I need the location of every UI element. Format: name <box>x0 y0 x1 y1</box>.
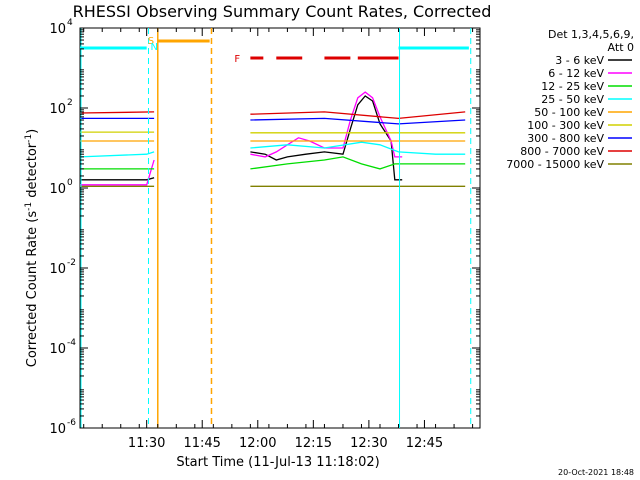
x-tick-label: 11:45 <box>183 436 220 451</box>
y-axis-label-suffix: ) <box>25 129 40 134</box>
y-axis-label-prefix: Corrected Count Rate (s <box>25 211 40 368</box>
annotation-layer: SN F <box>80 28 472 428</box>
legend-entry-2: 6 - 12 keV <box>548 67 604 80</box>
series-line-2 <box>80 91 403 186</box>
y-tick-label: 10 <box>49 22 66 37</box>
timestamp: 20-Oct-2021 18:48 <box>558 468 634 477</box>
y-axis-label-exp-2: -1 <box>24 134 34 143</box>
series-line-7 <box>80 117 466 125</box>
legend-entry-7: 300 - 800 keV <box>527 132 604 145</box>
y-tick-exp: 4 <box>67 18 73 28</box>
x-tick-label: 12:30 <box>350 436 387 451</box>
y-axis-label: Corrected Count Rate (s-1 detector-1) <box>24 129 40 367</box>
x-ticks: 11:30 11:45 12:00 12:15 12:30 12:45 <box>83 28 474 451</box>
series-line-8 <box>79 111 466 120</box>
legend-entry-9: 7000 - 15000 keV <box>506 158 604 171</box>
y-axis-label-exp-1: -1 <box>24 202 34 211</box>
y-axis-label-mid: detector <box>25 142 40 202</box>
y-tick-exp: -4 <box>67 338 76 348</box>
series-line-4 <box>79 141 466 158</box>
y-tick-label: 10 <box>49 182 66 197</box>
flag-f: F <box>234 54 240 65</box>
y-tick-exp: 0 <box>67 178 73 188</box>
svg-text:Corrected Count Rate (s-1 dete: Corrected Count Rate (s-1 detector-1) <box>24 129 40 367</box>
flag-n: N <box>151 42 158 53</box>
legend-header-1: Det 1,3,4,5,6,9, <box>548 28 634 41</box>
plot-area: SNF 11:30 11:45 12:00 12:15 12:30 12:45 10 -61… <box>49 18 481 451</box>
x-tick-label: 12:15 <box>295 436 332 451</box>
x-tick-label: 11:30 <box>128 436 165 451</box>
series-line-1 <box>80 95 403 181</box>
legend-entry-1: 3 - 6 keV <box>555 54 604 67</box>
flag-s: S <box>148 36 154 47</box>
legend-entry-6: 100 - 300 keV <box>527 119 604 132</box>
y-tick-label: 10 <box>49 422 66 437</box>
legend-entry-4: 25 - 50 keV <box>541 93 604 106</box>
y-tick-label: 10 <box>49 342 66 357</box>
y-tick-label: 10 <box>49 262 66 277</box>
x-axis-label: Start Time (11-Jul-13 11:18:02) <box>176 455 379 470</box>
x-tick-label: 12:00 <box>239 436 276 451</box>
series-layer <box>79 91 466 187</box>
y-tick-exp: 2 <box>67 98 73 108</box>
plot-frame <box>79 27 481 429</box>
chart-title: RHESSI Observing Summary Count Rates, Co… <box>73 2 492 21</box>
legend-entry-5: 50 - 100 keV <box>534 106 604 119</box>
y-tick-label: 10 <box>49 102 66 117</box>
legend-entry-3: 12 - 25 keV <box>541 80 604 93</box>
y-tick-exp: -6 <box>67 418 76 428</box>
series-line-6 <box>80 131 466 134</box>
x-tick-label: 12:45 <box>406 436 443 451</box>
series-line-3 <box>80 156 466 170</box>
legend-entry-8: 800 - 7000 keV <box>520 145 604 158</box>
legend-header-2: Att 0 <box>608 41 634 54</box>
y-tick-exp: -2 <box>67 258 76 268</box>
